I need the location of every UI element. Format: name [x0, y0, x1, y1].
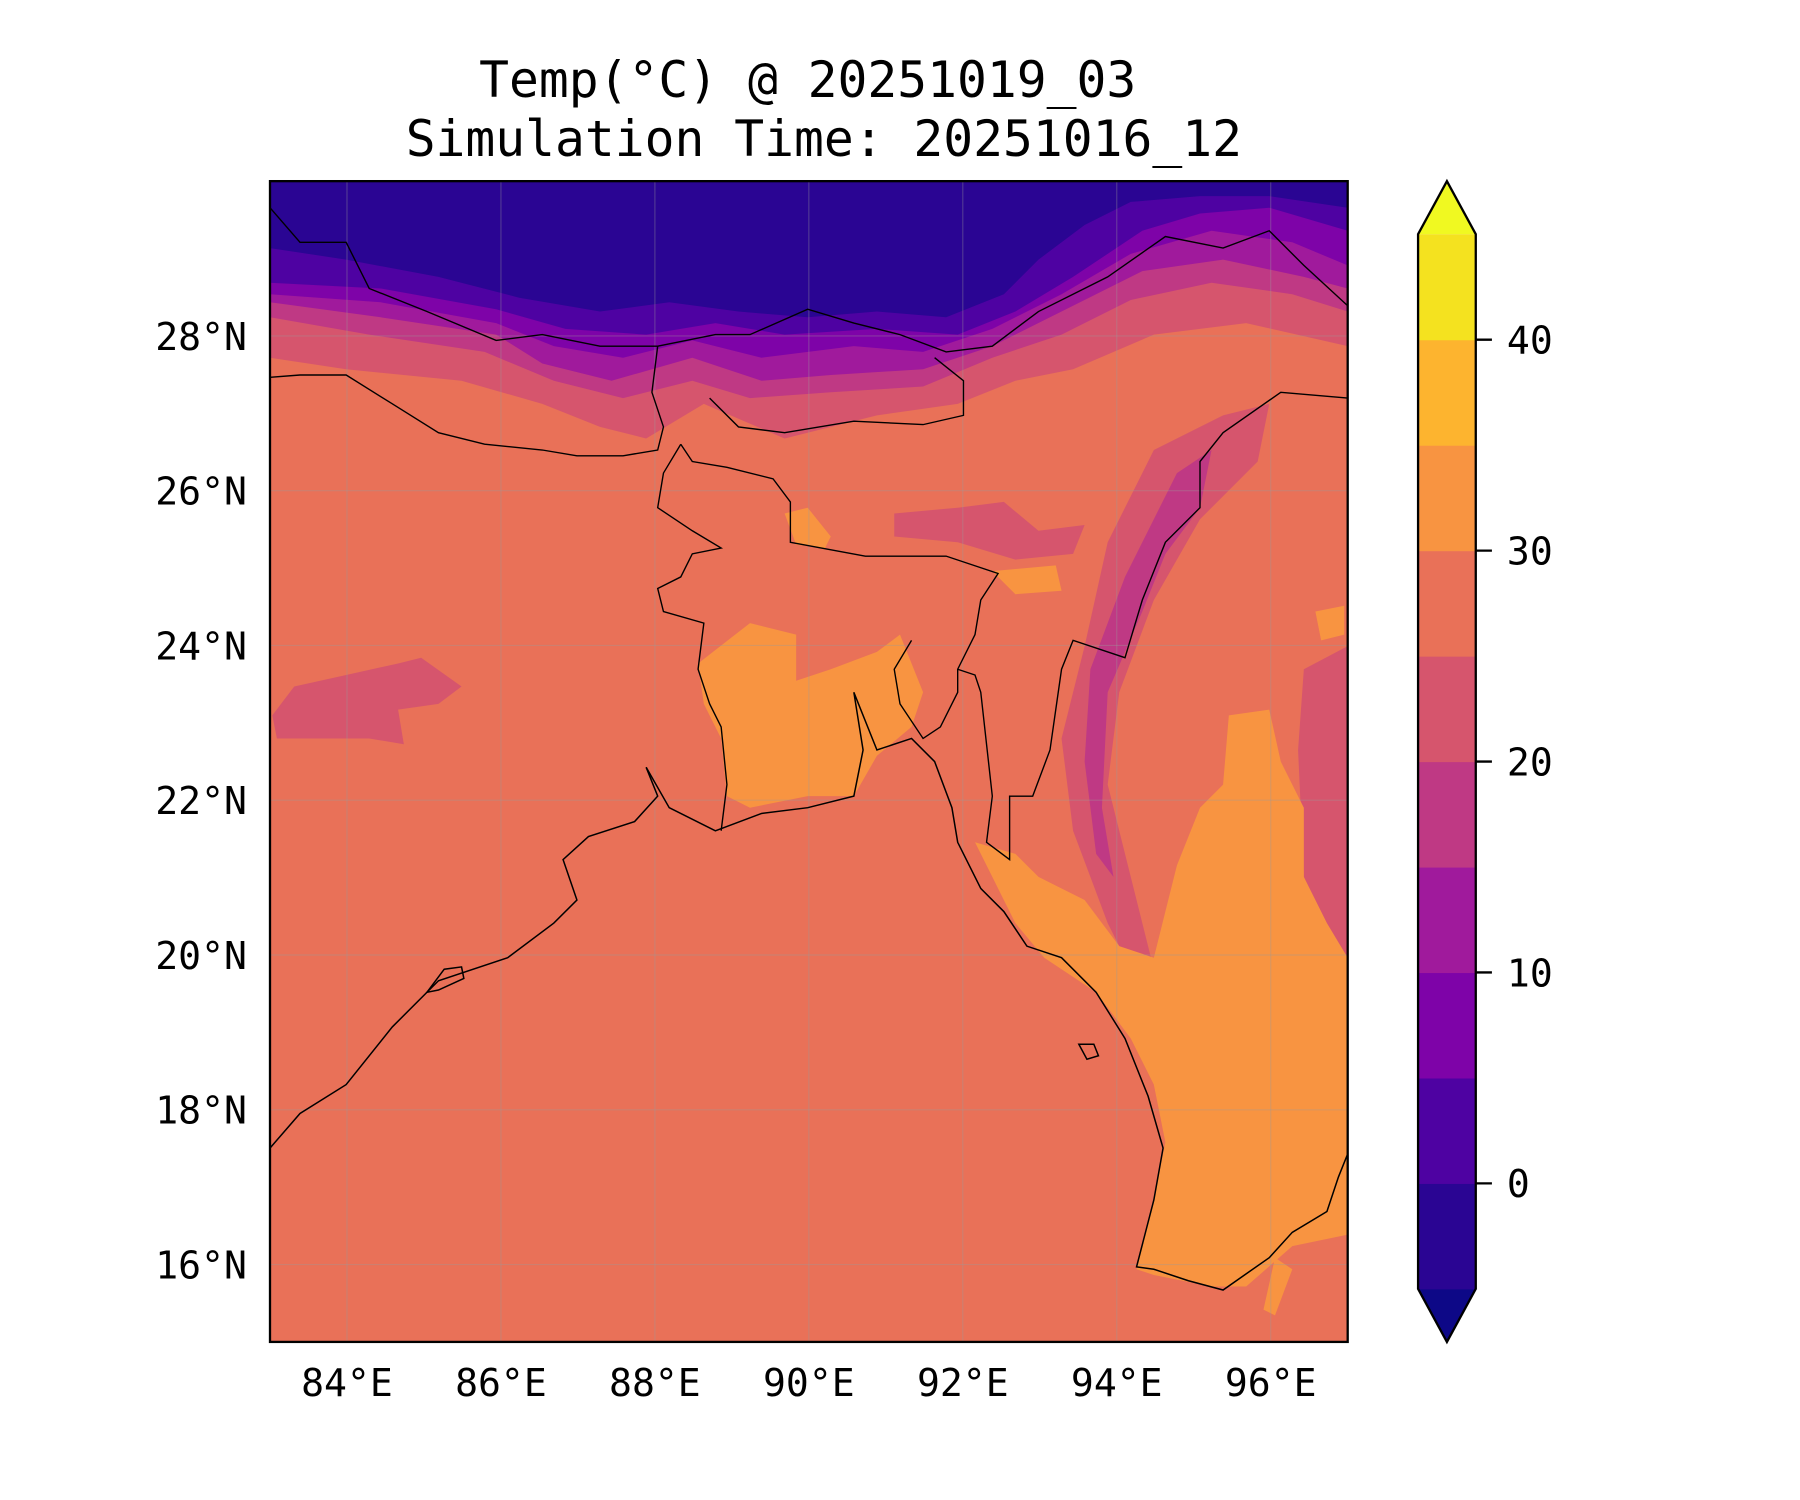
lon-tick-label: 96°E [1225, 1361, 1317, 1405]
gridlines [270, 181, 1348, 1342]
lon-tick-label: 84°E [301, 1361, 393, 1405]
field-20-25-shillong [894, 501, 1085, 560]
border-bhutan-india [709, 357, 965, 434]
colorbar-band [1418, 656, 1476, 763]
chart-title-line2: Simulation Time: 20251016_12 [406, 110, 1242, 168]
lat-tick-label: 24°N [155, 624, 247, 668]
lat-tick-label: 20°N [155, 934, 247, 978]
lon-tick-label: 90°E [763, 1361, 855, 1405]
coastline-bangladesh [645, 692, 1348, 1291]
coastline-sri-lanka-islands [425, 966, 1100, 1061]
border-nepal-india [270, 346, 665, 457]
colorbar-outline [1416, 178, 1477, 1345]
lat-tick-label: 18°N [155, 1089, 247, 1133]
lon-tick-label: 86°E [455, 1361, 547, 1405]
field-20-25-west [272, 657, 462, 745]
colorbar-tick-label: 20 [1507, 740, 1553, 784]
colorbar-band [1418, 234, 1476, 341]
colorbar-band [1418, 972, 1476, 1079]
colorbar-band [1418, 1077, 1476, 1184]
borders [270, 207, 1348, 861]
lat-tick-label: 26°N [155, 470, 247, 514]
border-bangladesh-west [656, 443, 728, 831]
colorbar-tick-label: 40 [1507, 319, 1553, 363]
lat-tick-label: 28°N [155, 315, 247, 359]
map-area [270, 181, 1348, 1342]
colorbar-band [1418, 761, 1476, 868]
colorbar-band [1418, 550, 1476, 657]
chart-title-line1: Temp(°C) @ 20251019_03 [479, 51, 1136, 109]
field-15-20-ridge [1084, 450, 1212, 877]
colorbar-extend-min [1418, 1288, 1476, 1342]
colorbar-band [1418, 1183, 1476, 1290]
lon-tick-label: 88°E [609, 1361, 701, 1405]
coastline-india-east [270, 767, 659, 1149]
border-bangladesh-north [680, 443, 1000, 740]
lon-tick-label: 92°E [917, 1361, 1009, 1405]
field-30-35-myanmar [975, 709, 1348, 1287]
lat-tick-label: 16°N [155, 1243, 247, 1287]
colorbar-tick-label: 10 [1507, 951, 1553, 995]
colorbar-extend-max [1418, 181, 1476, 235]
lat-tick-label: 22°N [155, 779, 247, 823]
field-20-25-east-ridge [1061, 403, 1270, 993]
field-minus5-0 [270, 181, 1348, 318]
field-30-35-north-bd [784, 507, 1062, 595]
colorbar-band [1418, 445, 1476, 552]
map-frame [268, 179, 1349, 1344]
colorbar-band [1418, 867, 1476, 974]
colorbar-tick-label: 0 [1507, 1162, 1530, 1206]
border-himalaya [270, 207, 1348, 353]
border-myanmar-india [957, 391, 1348, 861]
colorbar: 0 10 20 30 40 [1416, 178, 1553, 1345]
lon-tick-label: 94°E [1071, 1361, 1163, 1405]
axes: 84°E 86°E 88°E 90°E 92°E 94°E 96°E 16°N 18°N 20°N… [155, 315, 1316, 1405]
coastlines [270, 692, 1348, 1291]
field-30-35-bangladesh [698, 623, 924, 808]
colorbar-band [1418, 339, 1476, 446]
colorbar-tick-label: 30 [1507, 529, 1553, 573]
